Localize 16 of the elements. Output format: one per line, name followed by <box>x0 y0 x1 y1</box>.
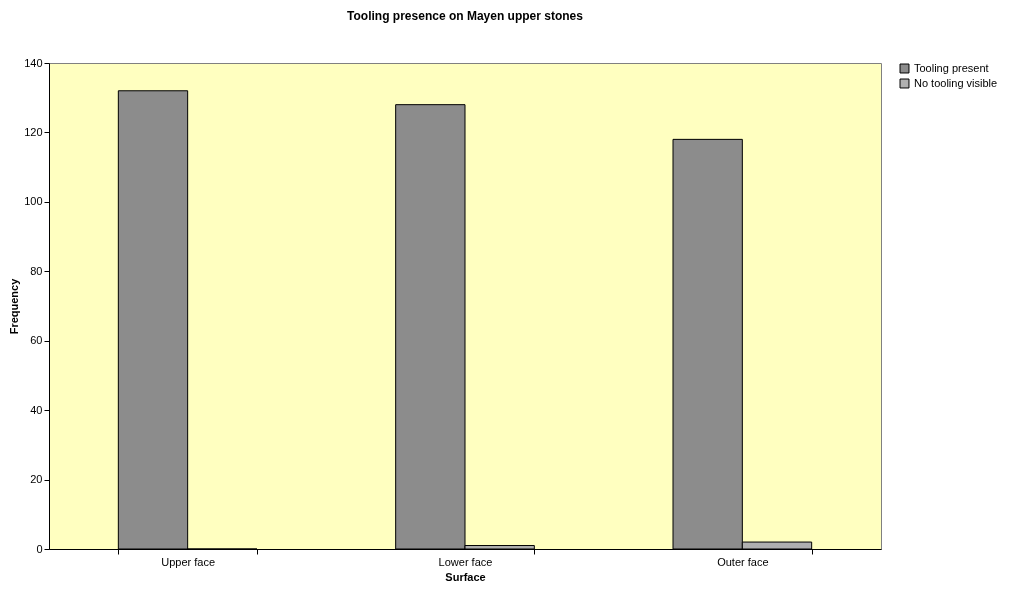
y-tick-label: 140 <box>24 56 43 69</box>
y-tick-label: 80 <box>30 264 43 277</box>
x-tick-label: Upper face <box>161 555 216 568</box>
y-axis-title: Frequency <box>8 277 21 335</box>
y-tick-label: 20 <box>30 473 43 486</box>
y-tick-label: 100 <box>24 195 43 208</box>
y-tick-label: 120 <box>24 125 43 138</box>
y-tick-label: 60 <box>30 334 43 347</box>
chart-title: Tooling presence on Mayen upper stones <box>347 9 584 23</box>
x-tick-label: Lower face <box>438 555 493 568</box>
x-axis-title: Surface <box>445 570 486 583</box>
legend-label: No tooling visible <box>914 76 998 89</box>
y-tick-label: 40 <box>30 403 43 416</box>
legend-label: Tooling present <box>914 61 989 74</box>
x-tick-label: Outer face <box>717 555 769 568</box>
y-tick-label: 0 <box>36 542 43 555</box>
